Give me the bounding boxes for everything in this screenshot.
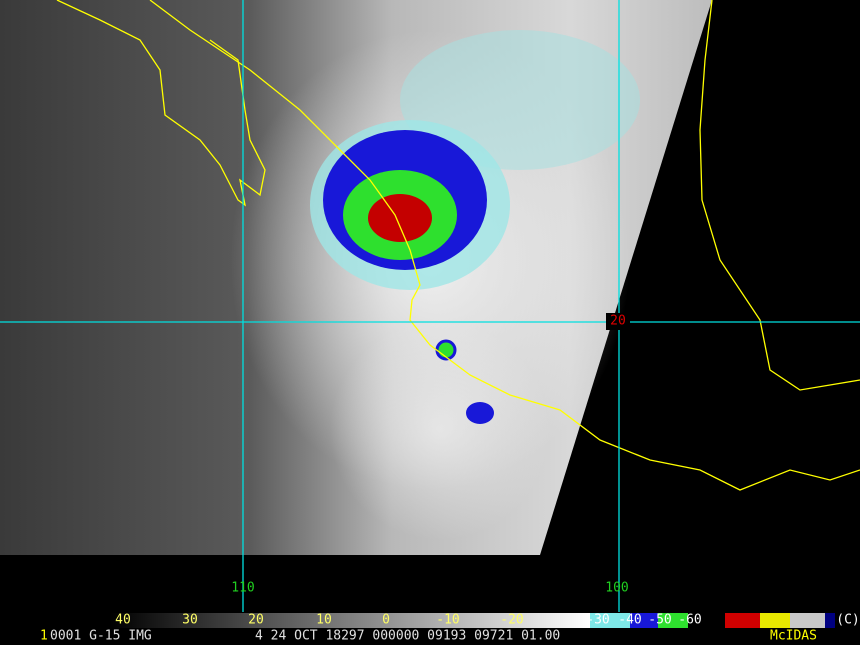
colorbar-label: 40 [115,613,131,628]
colorbar-swatch [760,613,790,628]
copyright: (C) [836,613,859,628]
colorbar-swatch [825,613,835,628]
colorbar-label: 10 [316,613,332,628]
colorbar-label: -30 [586,613,609,628]
colorbar-label: -20 [500,613,523,628]
colorbar-swatch [688,613,725,628]
colorbar-swatch [630,613,658,628]
grid-label: 100 [605,581,628,596]
system-name: McIDAS [770,629,817,644]
colorbar-label: -50 [648,613,671,628]
storm-core [368,194,432,242]
grid-label: 110 [231,581,254,596]
image-info: 0001 G-15 IMG [50,629,152,644]
grid [0,0,860,612]
colorbar-swatch [658,613,688,628]
colorbar-label: 20 [248,613,264,628]
colorbar-label: -60 [678,613,701,628]
colorbar-label: 0 [382,613,390,628]
frame-number: 1 [40,629,48,644]
image-time: 4 24 OCT 18297 000000 09193 09721 01.00 [255,629,560,644]
coastline [56,0,860,491]
colorbar-swatch [725,613,760,628]
colorbar [110,613,835,628]
colorbar-labels: 40 30 20 10 0 -10 -20 -30 -40 -50 -60 [115,613,702,628]
colorbar-label: -10 [436,613,459,628]
colorbar-swatch [590,613,630,628]
colorbar-swatch [790,613,825,628]
colorbar-label: -40 [618,613,641,628]
convective-cell [466,402,494,424]
colorbar-label: 30 [182,613,198,628]
cloud-mass [330,320,550,540]
colorbar-gray [110,613,590,628]
label-box [606,313,630,330]
grid-label: 20 [610,314,626,329]
